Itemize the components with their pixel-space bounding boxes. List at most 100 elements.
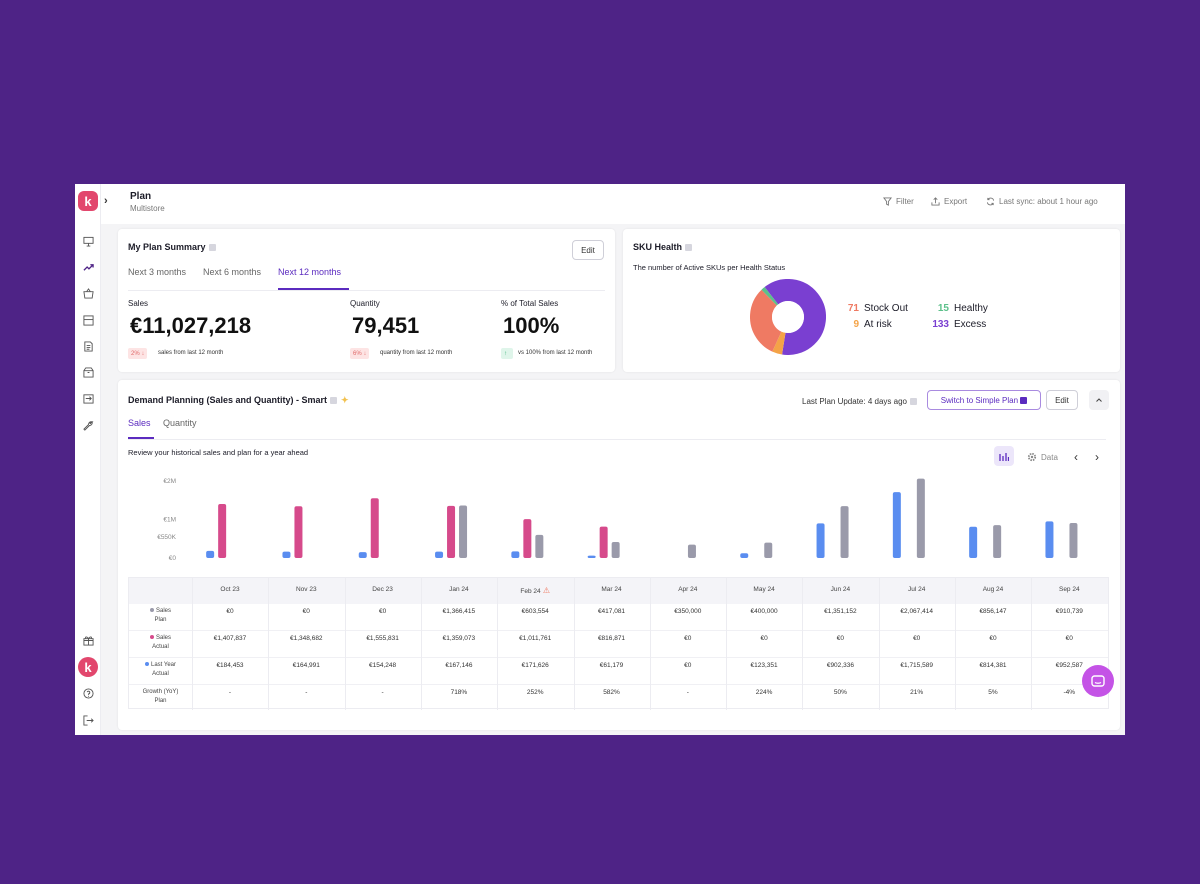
inventory-icon[interactable] — [82, 314, 94, 326]
month-header[interactable]: Mar 24 — [601, 586, 622, 593]
stock-out-label: Stock Out — [864, 303, 908, 314]
bar-last-year-actual-jul-24[interactable] — [892, 492, 901, 558]
bar-sales-plan-may-24[interactable] — [764, 542, 773, 558]
bar-sales-plan-jul-24[interactable] — [916, 478, 925, 558]
logout-icon[interactable] — [82, 714, 94, 726]
demand-bar-chart: €2M €1M €550K €0 — [157, 478, 1078, 562]
donut-healthy-slice[interactable] — [750, 279, 826, 355]
sku-health-donut[interactable] — [750, 279, 826, 355]
info-icon[interactable] — [208, 244, 216, 252]
expand-sidebar-icon[interactable]: › — [104, 195, 108, 207]
month-header[interactable]: Jul 24 — [908, 586, 926, 593]
chevron-right-icon[interactable]: › — [1095, 450, 1099, 464]
bar-last-year-actual-dec-23[interactable] — [358, 552, 367, 558]
box-icon[interactable] — [82, 366, 94, 378]
bar-sales-actual-oct-23[interactable] — [218, 503, 227, 558]
quantity-metric-value: 79,451 — [352, 313, 420, 338]
table-cell: €2,067,414 — [900, 608, 933, 615]
tab-divider — [128, 290, 605, 291]
trend-icon[interactable] — [82, 261, 94, 273]
bar-sales-plan-mar-24[interactable] — [611, 541, 620, 558]
tab-sales[interactable]: Sales — [128, 418, 151, 428]
bar-sales-plan-sep-24[interactable] — [1069, 523, 1078, 558]
tab-quantity[interactable]: Quantity — [163, 418, 197, 428]
y-tick-label: €0 — [169, 555, 177, 562]
data-toggle[interactable]: Data — [1027, 452, 1058, 462]
transfer-icon[interactable] — [82, 392, 94, 404]
tab-next-12-months[interactable]: Next 12 months — [278, 267, 342, 277]
filter-button[interactable]: Filter — [883, 197, 914, 206]
info-icon[interactable] — [685, 244, 693, 252]
switch-simple-plan-button[interactable]: Switch to Simple Plan — [927, 390, 1041, 410]
month-header[interactable]: Jun 24 — [830, 586, 851, 593]
table-cell: €0 — [989, 635, 997, 642]
bar-last-year-actual-oct-23[interactable] — [206, 550, 215, 558]
bar-sales-actual-feb-24[interactable] — [523, 519, 532, 558]
warning-icon[interactable]: ⚠ — [540, 586, 551, 595]
gift-icon[interactable] — [82, 634, 94, 646]
bar-sales-actual-jan-24[interactable] — [447, 505, 456, 558]
export-icon — [931, 197, 940, 206]
basket-icon[interactable] — [82, 287, 94, 299]
month-header[interactable]: Oct 23 — [220, 586, 240, 593]
month-header[interactable]: Aug 24 — [982, 586, 1004, 593]
tab-next-6-months[interactable]: Next 6 months — [203, 267, 262, 277]
month-header[interactable]: Jan 24 — [449, 586, 469, 593]
tab-next-3-months[interactable]: Next 3 months — [128, 267, 187, 277]
gear-icon — [1027, 452, 1037, 462]
bar-sales-actual-nov-23[interactable] — [294, 506, 303, 558]
page-header: › Plan Multistore Filter Export Last syn… — [101, 184, 1125, 224]
bar-last-year-actual-mar-24[interactable] — [587, 555, 596, 558]
plan-summary-title: My Plan Summary — [128, 242, 216, 252]
bar-last-year-actual-jun-24[interactable] — [816, 523, 825, 558]
table-cell: €0 — [1065, 635, 1073, 642]
table-cell: €1,555,831 — [366, 635, 399, 642]
month-header[interactable]: Dec 23 — [372, 586, 393, 593]
table-cell: €1,011,761 — [519, 635, 552, 642]
table-header-row — [129, 578, 1108, 604]
document-icon[interactable] — [82, 340, 94, 352]
presentation-icon[interactable] — [82, 235, 94, 247]
bar-sales-plan-jan-24[interactable] — [459, 505, 468, 558]
app-logo[interactable]: k — [78, 191, 98, 211]
bar-sales-plan-aug-24[interactable] — [993, 525, 1002, 558]
bar-last-year-actual-feb-24[interactable] — [511, 551, 520, 558]
bar-last-year-actual-sep-24[interactable] — [1045, 521, 1054, 558]
chevron-left-icon[interactable]: ‹ — [1074, 450, 1078, 464]
collapse-icon[interactable] — [1089, 390, 1109, 410]
share-change-note: vs 100% from last 12 month — [518, 350, 593, 356]
demand-edit-button[interactable]: Edit — [1046, 390, 1078, 410]
donut-stock-out-slice[interactable] — [750, 279, 826, 355]
page-title: Plan — [130, 191, 152, 202]
wrench-icon[interactable] — [82, 419, 94, 431]
sync-status[interactable]: Last sync: about 1 hour ago — [986, 197, 1098, 206]
bar-last-year-actual-nov-23[interactable] — [282, 551, 291, 558]
bar-sales-actual-dec-23[interactable] — [370, 498, 379, 558]
chat-button[interactable] — [1082, 665, 1114, 697]
user-avatar[interactable]: k — [78, 657, 98, 677]
bar-last-year-actual-jan-24[interactable] — [435, 551, 444, 558]
sku-health-subtitle: The number of Active SKUs per Health Sta… — [633, 263, 786, 272]
info-icon[interactable] — [330, 397, 338, 405]
bar-sales-plan-feb-24[interactable] — [535, 534, 544, 558]
legend-dot — [149, 635, 154, 640]
column-divider — [268, 578, 270, 710]
month-header[interactable]: May 24 — [753, 586, 775, 593]
bar-sales-actual-mar-24[interactable] — [599, 526, 608, 558]
bar-last-year-actual-may-24[interactable] — [740, 553, 749, 558]
plan-summary-card: My Plan Summary Edit Next 3 months Next … — [118, 229, 615, 372]
bar-sales-plan-jun-24[interactable] — [840, 506, 849, 558]
help-icon[interactable] — [82, 687, 94, 699]
bar-last-year-actual-aug-24[interactable] — [969, 526, 978, 558]
month-header[interactable]: Nov 23 — [295, 586, 317, 593]
plan-edit-button[interactable]: Edit — [572, 240, 604, 260]
export-button[interactable]: Export — [931, 197, 967, 206]
table-cell: €0 — [760, 635, 768, 642]
column-divider — [573, 578, 575, 710]
month-header[interactable]: Feb 24 ⚠ — [520, 586, 551, 595]
sparkle-icon: ✦ — [341, 395, 349, 405]
month-header[interactable]: Apr 24 — [678, 586, 698, 593]
bar-sales-plan-apr-24[interactable] — [687, 544, 696, 558]
month-header[interactable]: Sep 24 — [1058, 586, 1080, 593]
bar-chart-toggle-icon[interactable] — [994, 446, 1014, 466]
